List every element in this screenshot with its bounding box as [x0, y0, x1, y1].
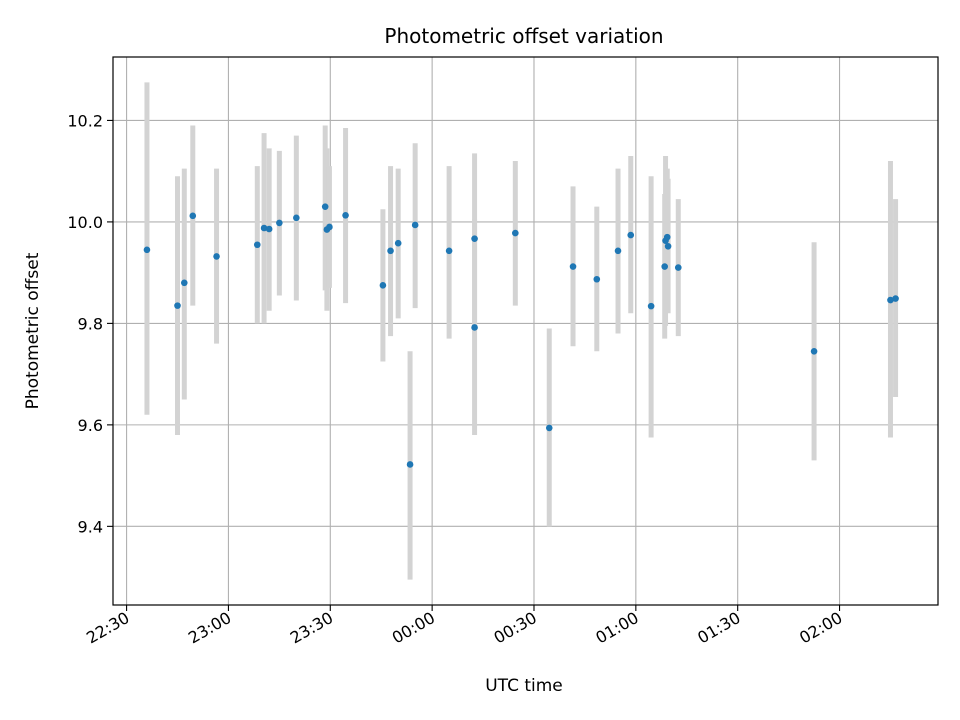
data-point: [253, 241, 261, 249]
data-point: [545, 424, 553, 432]
data-point: [445, 247, 453, 255]
data-point: [471, 324, 478, 331]
data-point: [265, 225, 273, 233]
data-point: [887, 296, 894, 304]
data-point: [213, 253, 220, 260]
data-point: [293, 214, 300, 222]
data-point: [593, 275, 601, 283]
data-point: [394, 239, 402, 247]
data-point: [342, 212, 349, 219]
grid-lines: [113, 57, 938, 605]
y-tick-label: 10.2: [67, 111, 103, 130]
data-point: [276, 219, 283, 227]
data-point: [174, 302, 181, 309]
y-tick-label: 9.4: [78, 517, 103, 536]
x-axis-label: UTC time: [485, 676, 563, 696]
data-point: [321, 203, 329, 210]
data-point: [180, 279, 188, 287]
data-point: [189, 212, 197, 220]
y-tick-label: 10.0: [67, 213, 103, 232]
data-point: [387, 247, 394, 255]
data-points: [143, 203, 899, 468]
data-point: [892, 295, 899, 302]
y-tick-label: 9.6: [78, 416, 103, 435]
data-point: [326, 223, 333, 231]
data-point: [647, 302, 655, 310]
data-point: [810, 347, 818, 355]
data-point: [143, 246, 151, 254]
data-point: [661, 263, 668, 270]
data-point: [411, 221, 419, 229]
data-point: [664, 242, 672, 250]
data-point: [674, 264, 682, 271]
y-tick-label: 9.8: [78, 314, 103, 333]
data-point: [512, 229, 519, 237]
data-point: [569, 263, 577, 270]
y-axis-label: Photometric offset: [23, 252, 43, 409]
data-point: [663, 233, 671, 241]
chart-title: Photometric offset variation: [384, 24, 663, 48]
data-point: [614, 247, 622, 255]
data-point: [627, 231, 635, 239]
data-point: [406, 461, 414, 468]
plot-area-frame: [112, 56, 939, 606]
data-point: [260, 224, 268, 232]
data-point: [471, 235, 478, 242]
y-axis-ticks: 9.4 9.6 9.8 10.0 10.2: [67, 111, 113, 536]
data-point: [379, 282, 387, 289]
